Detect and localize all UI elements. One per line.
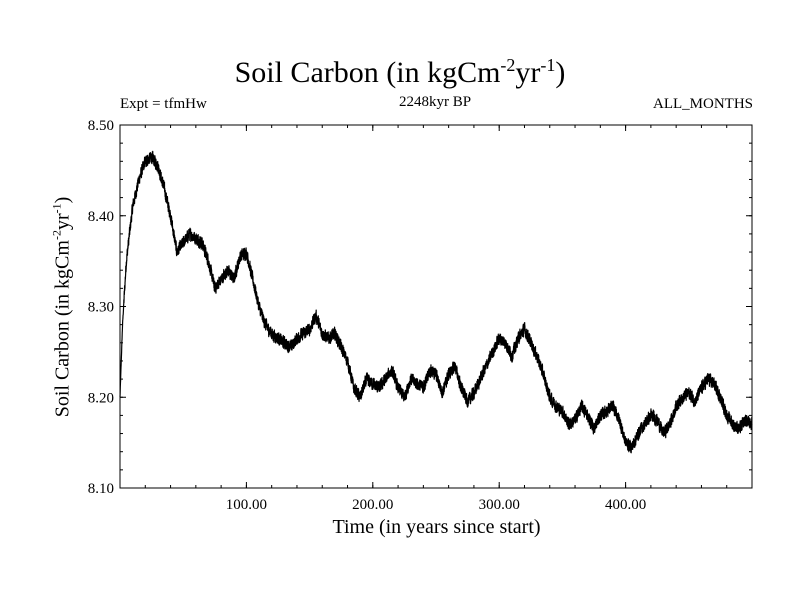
data-layer <box>119 150 753 454</box>
months-label: ALL_MONTHS <box>653 96 753 112</box>
y-tick-label-0: 8.10 <box>88 481 114 497</box>
period-label: 2248kyr BP <box>398 94 472 110</box>
x-tick-label-1: 200.00 <box>352 497 393 513</box>
y-axis-label: Soil Carbon (in kgCm-2yr-1) <box>49 196 74 418</box>
y-tick-label-3: 8.40 <box>88 209 114 225</box>
x-tick-label-3: 400.00 <box>605 497 646 513</box>
axes-layer: 8.10 8.20 8.30 8.40 8.50 100.00 200.00 300.00 40… <box>88 118 752 513</box>
y-tick-label-2: 8.30 <box>88 300 114 316</box>
series-line-soil-carbon <box>119 150 753 454</box>
x-axis-label: Time (in years since start) <box>332 516 541 538</box>
chart-title: Soil Carbon (in kgCm-2yr-1) <box>234 55 566 89</box>
y-tick-label-1: 8.20 <box>88 390 114 406</box>
y-tick-label-4: 8.50 <box>88 118 114 134</box>
x-tick-label-2: 300.00 <box>479 497 520 513</box>
experiment-label: Expt = tfmHw <box>120 96 207 112</box>
plot-frame <box>119 124 753 489</box>
x-tick-label-0: 100.00 <box>226 497 267 513</box>
